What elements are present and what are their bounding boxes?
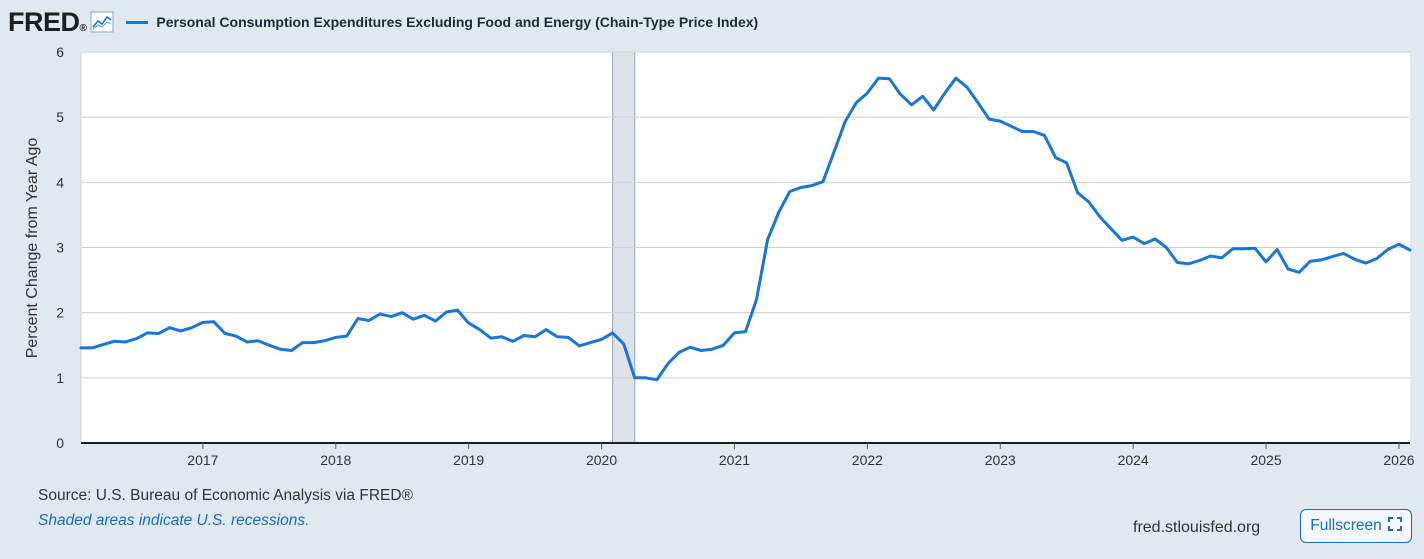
y-tick-label: 5: [56, 109, 64, 125]
y-tick-label: 4: [56, 174, 64, 190]
y-tick-label: 6: [56, 44, 64, 60]
expand-icon: [1387, 516, 1402, 536]
fullscreen-button[interactable]: Fullscreen: [1300, 509, 1412, 543]
axis-layer: 0 1 2 3 4 5 6 2017 2018 2019 2020 2021 2022 2023 2024 2…: [56, 44, 1415, 468]
y-axis-label: Percent Change from Year Ago: [24, 138, 41, 359]
fullscreen-label: Fullscreen: [1310, 517, 1382, 534]
fred-logo[interactable]: FRED®: [8, 6, 87, 37]
x-tick-label: 2022: [852, 452, 883, 468]
x-tick-label: 2026: [1383, 452, 1414, 468]
x-tick-label: 2024: [1118, 452, 1149, 468]
x-tick-label: 2018: [320, 452, 351, 468]
series-layer: [79, 76, 1412, 382]
site-link[interactable]: fred.stlouisfed.org: [1133, 519, 1261, 536]
y-tick-label: 2: [56, 305, 64, 321]
series-line: [79, 76, 1412, 382]
recession-note: Shaded areas indicate U.S. recessions.: [38, 512, 310, 529]
x-tick-label: 2020: [586, 452, 617, 468]
source-note: Source: U.S. Bureau of Economic Analysis…: [38, 487, 413, 504]
x-tick-label: 2017: [187, 452, 218, 468]
y-tick-label: 1: [56, 370, 64, 386]
line-graph-icon: [90, 11, 114, 33]
x-tick-label: 2021: [719, 452, 750, 468]
chart-header: FRED® Personal Consumption Expenditures …: [8, 5, 758, 39]
y-tick-label: 3: [56, 240, 64, 256]
series-title: Personal Consumption Expenditures Exclud…: [156, 14, 759, 30]
y-tick-label: 0: [56, 435, 64, 451]
x-tick-label: 2023: [985, 452, 1016, 468]
x-tick-label: 2025: [1250, 452, 1281, 468]
legend-line-swatch: [126, 20, 149, 24]
fred-logo-mark: ®: [79, 22, 87, 34]
x-tick-label: 2019: [453, 452, 484, 468]
grid-layer: [80, 51, 1410, 443]
line-chart: 0 1 2 3 4 5 6 2017 2018 2019 2020 2021 2022 2023 2024 2…: [24, 44, 1415, 468]
